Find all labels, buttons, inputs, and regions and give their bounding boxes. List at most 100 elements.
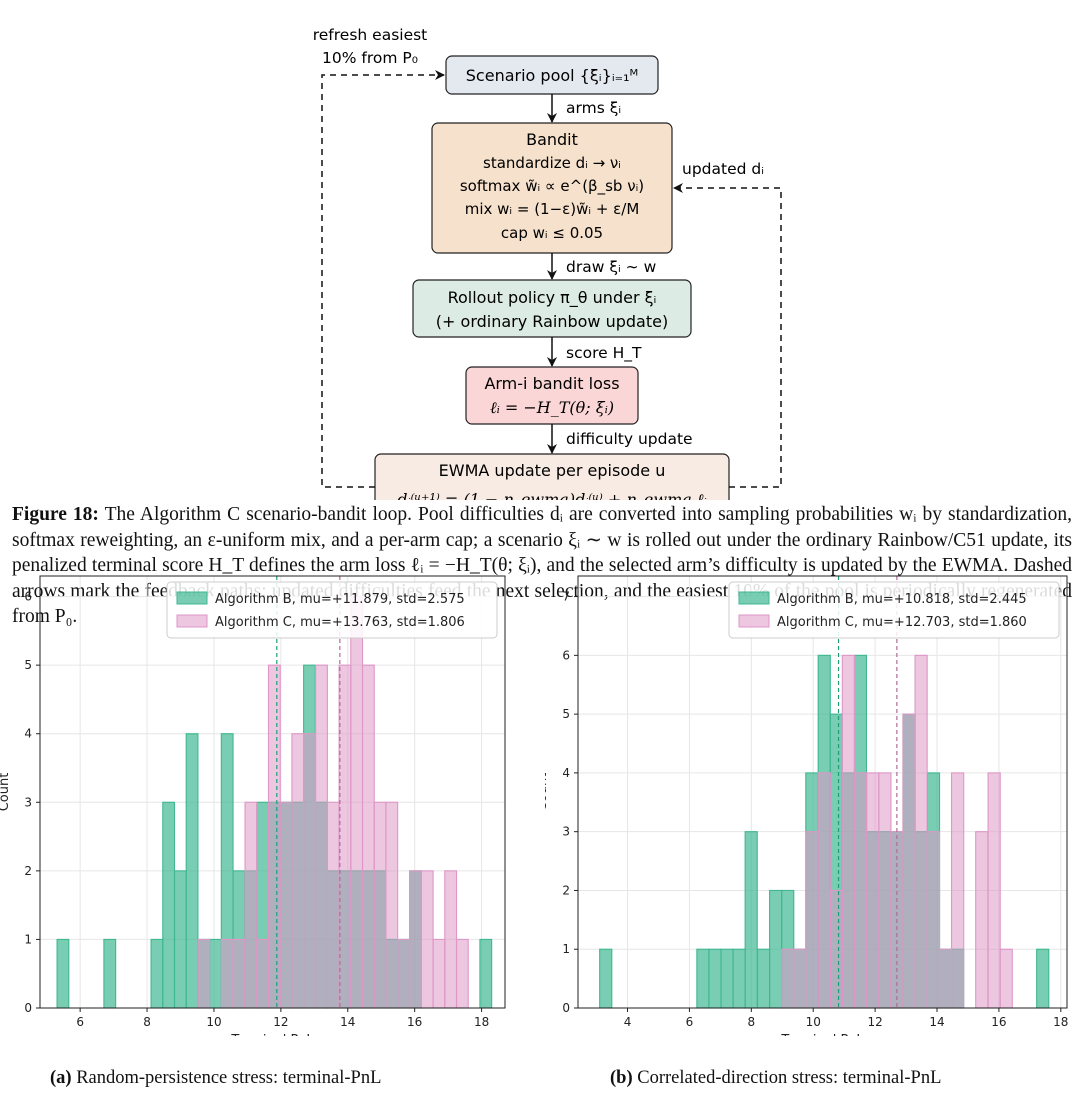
figure-label: Figure 18: xyxy=(12,504,99,525)
y-tick-label: 6 xyxy=(562,648,570,662)
histogram-bar-series-1 xyxy=(756,948,771,1009)
y-tick-label: 1 xyxy=(24,932,32,946)
histogram-bar-series-2 xyxy=(805,831,819,1009)
legend-swatch-series-1 xyxy=(738,591,770,605)
y-tick-label: 6 xyxy=(24,590,32,604)
y-axis-label: Count xyxy=(0,773,12,812)
x-axis-label: Terminal PnL xyxy=(230,1033,314,1036)
histogram-bar-series-1 xyxy=(599,948,613,1009)
y-tick-label: 5 xyxy=(562,707,570,721)
histogram-bar-series-2 xyxy=(878,772,892,1009)
histogram-bar-series-1 xyxy=(103,938,117,1009)
subcaption-b-label: (b) xyxy=(610,1068,633,1088)
histogram-bar-series-2 xyxy=(866,772,880,1009)
bandit-standardize: standardize dᵢ → νᵢ xyxy=(483,154,621,172)
histogram-bar-series-2 xyxy=(793,948,807,1009)
subcaption-a: (a) Random-persistence stress: terminal-… xyxy=(50,1068,381,1089)
x-tick-label: 10 xyxy=(806,1015,821,1029)
y-tick-label: 2 xyxy=(562,883,570,897)
difficulty-update-label: difficulty update xyxy=(566,430,693,448)
histogram-bar-series-1 xyxy=(769,889,783,1009)
histogram-bar-series-2 xyxy=(303,733,316,1009)
y-tick-label: 3 xyxy=(562,825,570,839)
histogram-bar-series-2 xyxy=(385,801,399,1009)
histogram-bar-series-2 xyxy=(350,596,364,1009)
histogram-bar-series-2 xyxy=(817,772,831,1009)
plot-frame xyxy=(577,575,1068,1009)
histogram-bar-series-2 xyxy=(279,801,293,1009)
histogram-bar-series-2 xyxy=(781,948,795,1009)
histogram-bar-series-1 xyxy=(185,733,199,1009)
x-tick-label: 4 xyxy=(624,1015,632,1029)
refresh-label: refresh easiest xyxy=(313,26,428,44)
legend-swatch-series-2 xyxy=(738,614,770,628)
bandit-loop-diagram: refresh easiest 10% from P₀ Scenario poo… xyxy=(313,26,782,500)
histogram-bar-series-2 xyxy=(326,801,340,1009)
histogram-bar-series-1 xyxy=(162,801,176,1009)
y-axis-label: Count xyxy=(545,773,550,812)
y-tick-label: 7 xyxy=(562,590,570,604)
histogram-bar-series-1 xyxy=(1036,948,1050,1009)
x-tick-label: 12 xyxy=(273,1015,288,1029)
updated-difficulty-label: updated dᵢ xyxy=(682,160,764,178)
scenario-pool-label: Scenario pool {ξᵢ}ᵢ₌₁ᴹ xyxy=(466,66,638,85)
legend-box xyxy=(728,581,1060,639)
x-tick-label: 8 xyxy=(747,1015,755,1029)
arms-label: arms ξᵢ xyxy=(566,99,621,117)
plot-frame xyxy=(39,575,506,1009)
histogram-bar-series-2 xyxy=(373,801,387,1009)
figure-caption: Figure 18: The Algorithm C scenario-band… xyxy=(12,502,1072,630)
histogram-bar-series-1 xyxy=(479,938,493,1009)
difficulty-feedback-arrow xyxy=(673,183,782,488)
legend-label-series-2: Algorithm C, mu=+12.703, std=1.860 xyxy=(777,615,1027,630)
bandit-title: Bandit xyxy=(526,130,578,149)
x-tick-label: 12 xyxy=(867,1015,882,1029)
histogram-bar-series-2 xyxy=(432,938,446,1009)
histogram-bar-series-2 xyxy=(338,664,352,1009)
histogram-bar-series-2 xyxy=(232,938,246,1009)
x-axis-label: Terminal PnL xyxy=(780,1033,864,1036)
histogram-bar-series-2 xyxy=(902,713,916,1009)
x-tick-label: 6 xyxy=(76,1015,84,1029)
histogram-bar-series-1 xyxy=(209,938,222,1009)
histogram-bar-series-2 xyxy=(315,664,328,1009)
legend-label-series-1: Algorithm B, mu=+10.818, std=2.445 xyxy=(777,592,1027,607)
x-tick-label: 16 xyxy=(991,1015,1006,1029)
legend-label-series-1: Algorithm B, mu=+11.879, std=2.575 xyxy=(215,592,465,607)
rollout-line-1: Rollout policy π_θ under ξᵢ xyxy=(448,288,657,308)
legend-label-series-2: Algorithm C, mu=+13.763, std=1.806 xyxy=(215,615,465,630)
histogram-bar-series-2 xyxy=(361,664,375,1009)
histogram-bar-series-2 xyxy=(256,938,270,1009)
x-tick-label: 14 xyxy=(929,1015,944,1029)
histogram-bar-series-2 xyxy=(220,938,234,1009)
rollout-line-2: (+ ordinary Rainbow update) xyxy=(436,312,668,331)
x-tick-label: 18 xyxy=(1053,1015,1068,1029)
refresh-label-2: 10% from P₀ xyxy=(322,49,418,67)
histogram-bar-series-2 xyxy=(987,772,1001,1009)
histogram-bar-series-1 xyxy=(720,948,734,1009)
histogram-bar-series-2 xyxy=(853,772,868,1009)
ewma-line-2: dᵢ⁽ᵘ⁺¹⁾ = (1 − η_ewma)dᵢ⁽ᵘ⁾ + η_ewma ℓᵢ xyxy=(397,490,707,500)
x-tick-label: 8 xyxy=(143,1015,151,1029)
y-tick-label: 2 xyxy=(24,864,32,878)
histogram-random-persistence: 6810121416180123456Terminal PnLCountAlgo… xyxy=(0,575,506,1036)
bandit-cap: cap wᵢ ≤ 0.05 xyxy=(501,224,603,242)
histogram-bar-series-2 xyxy=(244,801,258,1009)
histogram-bar-series-2 xyxy=(926,831,941,1009)
histogram-bar-series-2 xyxy=(444,870,458,1009)
y-tick-label: 4 xyxy=(562,766,570,780)
figure-caption-text: The Algorithm C scenario-bandit loop. Po… xyxy=(12,504,1072,627)
x-tick-label: 10 xyxy=(206,1015,221,1029)
x-tick-label: 6 xyxy=(686,1015,694,1029)
histogram-bar-series-2 xyxy=(938,948,953,1009)
histogram-bar-series-1 xyxy=(56,938,70,1009)
loss-line-2: ℓᵢ = −H_T(θ; ξᵢ) xyxy=(490,398,614,417)
histogram-bar-series-2 xyxy=(951,772,965,1009)
histogram-bar-series-2 xyxy=(397,938,410,1009)
bandit-softmax: softmax w̃ᵢ ∝ e^(β_sb νᵢ) xyxy=(460,177,644,196)
histogram-bar-series-2 xyxy=(455,938,469,1009)
legend-box xyxy=(166,581,498,639)
x-tick-label: 14 xyxy=(340,1015,355,1029)
histogram-bar-series-1 xyxy=(696,948,710,1009)
score-label: score H_T xyxy=(566,344,642,363)
